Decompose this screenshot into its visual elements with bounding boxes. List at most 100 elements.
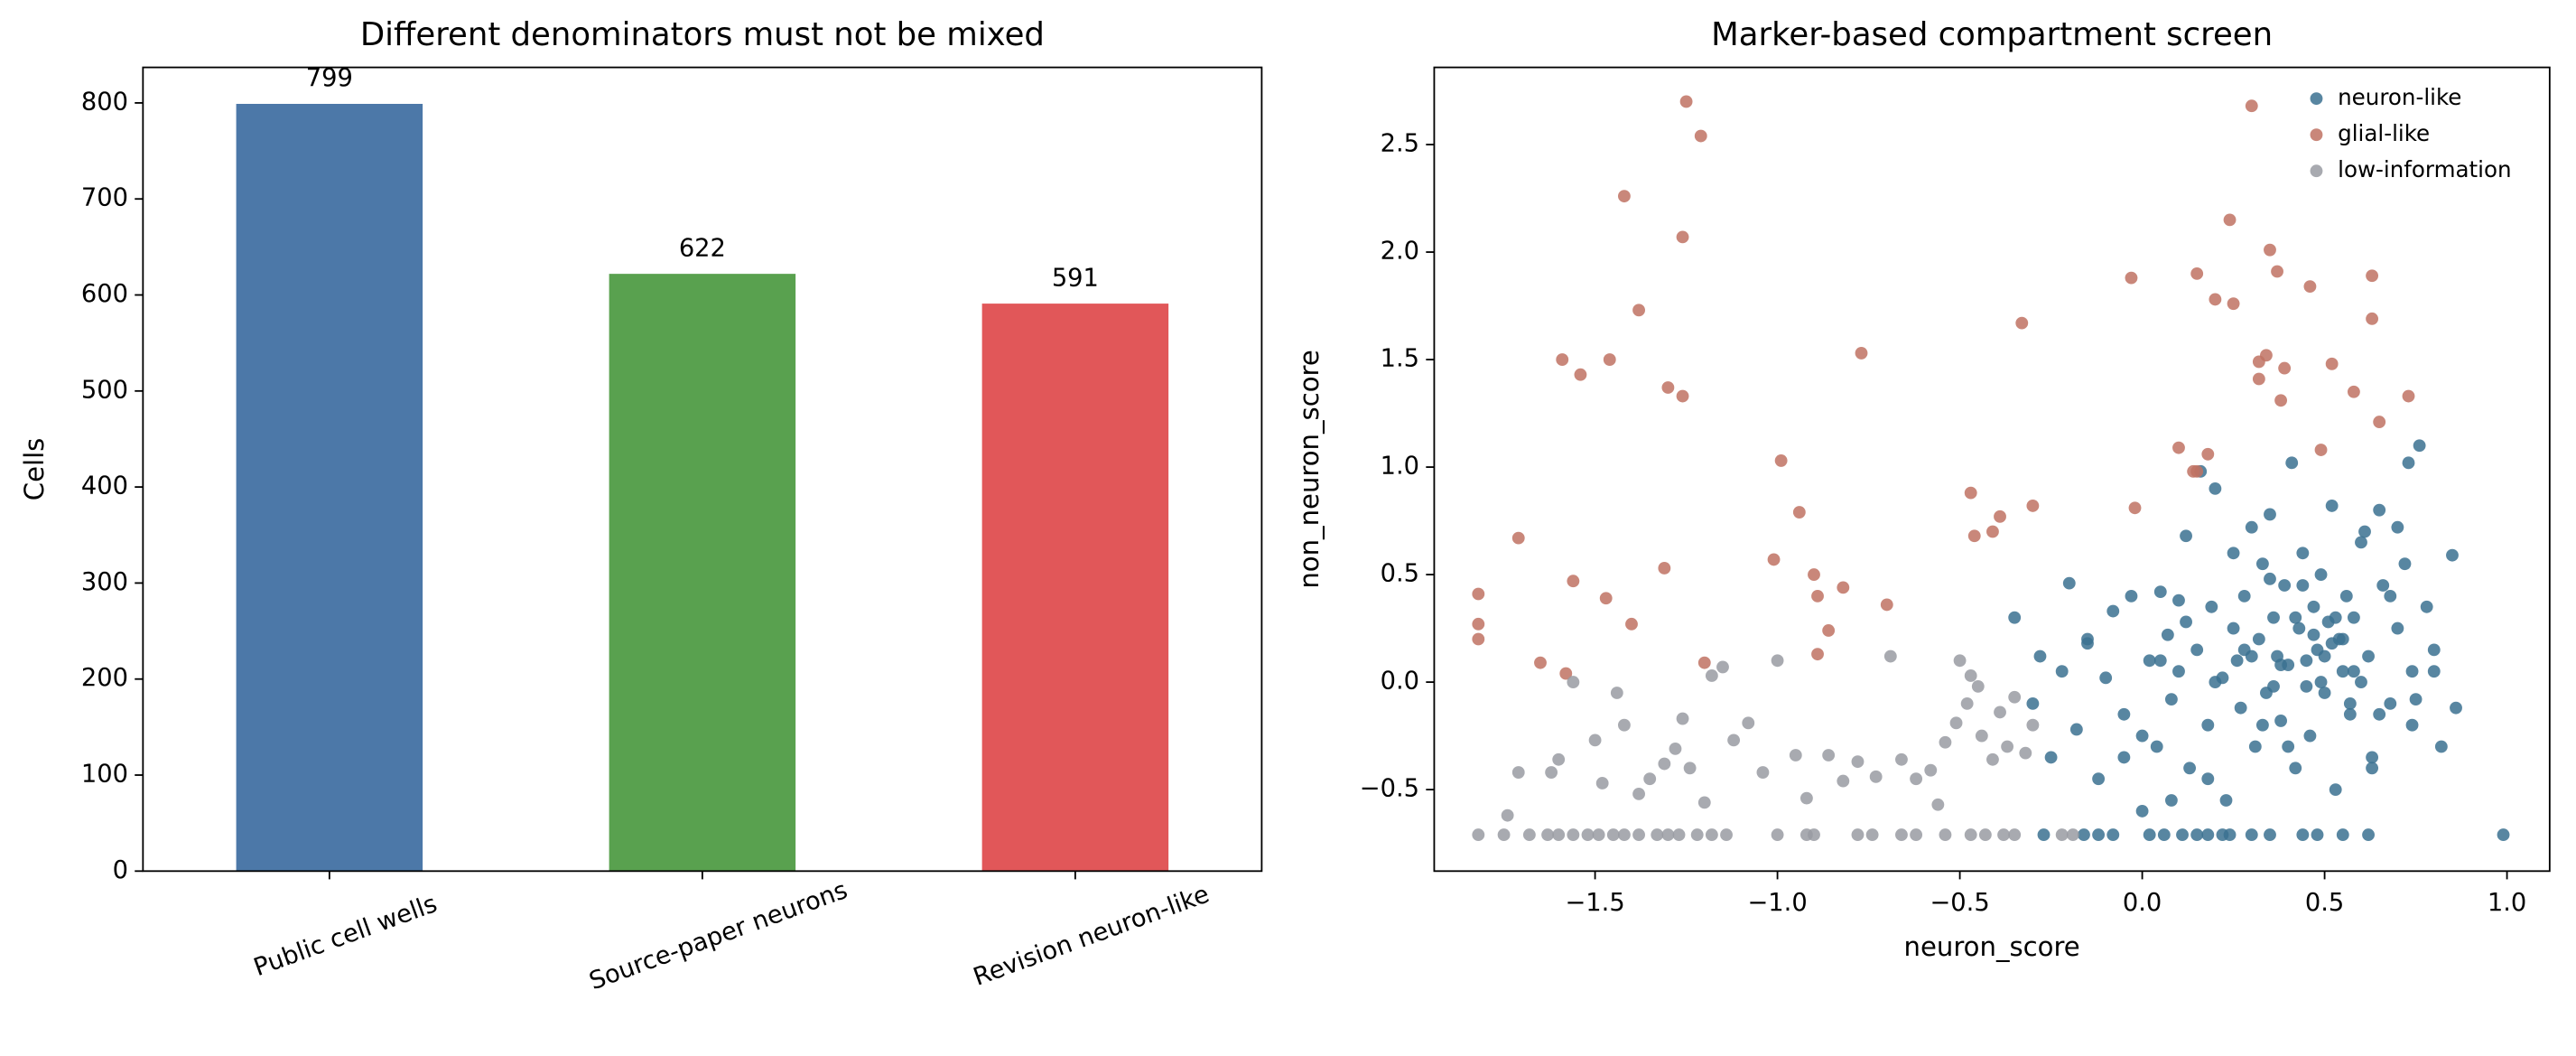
scatter-point [1767,553,1781,566]
scatter-point [1705,669,1718,682]
scatter-point [1501,808,1514,822]
scatter-point [2402,389,2415,403]
scatter-point [2355,676,2367,689]
scatter-point [1910,828,1923,842]
scatter-point [2267,679,2280,693]
scatter-point [2300,679,2313,693]
scatter-point [1472,617,1485,631]
scatter-point [2434,740,2448,753]
scatter-point [2015,316,2029,330]
scatter-point [2296,828,2310,842]
scatter-point [1643,772,1657,786]
legend-label: low-information [2338,156,2511,182]
bar [236,103,423,872]
value-label: 591 [1052,264,1099,292]
y-tick-label: 2.0 [1381,238,1419,266]
scatter-point [2420,600,2433,613]
scatter-point [2026,696,2040,710]
scatter-point [2069,723,2083,736]
scatter-point [1895,828,1908,842]
scatter-point [2278,361,2292,375]
scatter-point [1679,95,1693,108]
scatter-point [1720,828,1733,842]
y-tick-label: 800 [81,88,128,116]
scatter-point [2366,312,2379,325]
scatter-point [2201,772,2215,786]
scatter-point [1837,774,1850,788]
scatter-point [2125,589,2138,603]
scatter-point [1599,592,1613,605]
scatter-point [1716,660,1729,674]
scatter-point [2153,585,2167,599]
scatter-point [1705,828,1718,842]
scatter-point [1676,230,1689,244]
scatter-point [1632,787,1645,800]
axes-frame [142,66,1263,873]
scatter-point [2245,828,2258,842]
scatter-point [1971,679,1985,693]
scatter-point [1949,716,1963,730]
scatter-point [2230,654,2244,668]
y-tick-label: 700 [81,184,128,212]
legend-marker [2310,128,2323,142]
y-tick-label: 400 [81,472,128,500]
scatter-point [1511,531,1525,545]
scatter-point [1789,749,1802,762]
scatter-point [2339,589,2353,603]
scatter-point [1808,828,1820,842]
scatter-point [1552,752,1566,766]
scatter-point [2264,508,2276,521]
y-tick-label: 300 [81,568,128,596]
scatter-point [2336,632,2349,646]
scatter-point [2497,828,2510,842]
scatter-point [2117,751,2131,764]
scatter-point [2252,372,2265,386]
scatter-point [2245,520,2258,534]
scatter-point [2427,665,2441,678]
scatter-point [2292,621,2306,635]
scatter-point [1658,562,1671,575]
scatter-point [2190,643,2204,657]
scatter-point [1694,129,1707,143]
scatter-point [1808,568,1820,581]
scatter-point [2135,804,2149,818]
scatter-point [2271,265,2283,278]
scatter-point [1697,796,1711,809]
scatter-point [2128,501,2142,515]
scatter-point [2446,548,2459,562]
scatter-point [2366,751,2379,764]
scatter-point [2227,547,2240,560]
scatter-point [2296,547,2310,560]
scatter-point [2055,828,2069,842]
scatter-point [2150,740,2163,753]
scatter-point [2362,649,2375,663]
scatter-point [2366,762,2379,775]
scatter-point [2066,828,2079,842]
scatter-point [1534,656,1547,669]
y-tick-label: 1.0 [1381,453,1419,481]
scatter-point [1939,735,1952,749]
scatter-point [1960,696,1974,710]
y-tick-label: 1.5 [1381,345,1419,373]
scatter-point [1986,752,1999,766]
scatter-point [1574,368,1587,381]
scatter-point [2135,729,2149,743]
scatter-point [2314,676,2328,689]
scatter-point [1522,828,1536,842]
scatter-point [2307,628,2320,641]
scatter-point [2285,456,2299,470]
scatter-point [1855,347,1868,360]
scatter-point [1672,828,1686,842]
scatter-point [2164,693,2178,706]
scatter-point [2311,828,2324,842]
scatter-point [1774,454,1788,467]
scatter-point [2307,600,2320,613]
chart-title: Different denominators must not be mixed [360,16,1045,53]
scatter-point [1556,353,1569,366]
scatter-point [1811,589,1824,603]
scatter-point [1910,772,1923,786]
scatter-point [1994,706,2006,719]
scatter-point [1822,624,1836,637]
